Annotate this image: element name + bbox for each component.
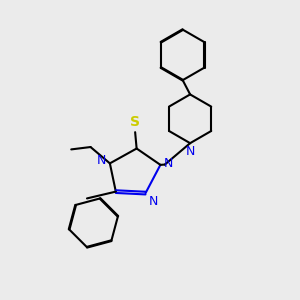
Text: N: N	[186, 145, 195, 158]
Text: N: N	[97, 154, 106, 167]
Text: S: S	[130, 115, 140, 129]
Text: N: N	[148, 195, 158, 208]
Text: N: N	[164, 157, 173, 170]
